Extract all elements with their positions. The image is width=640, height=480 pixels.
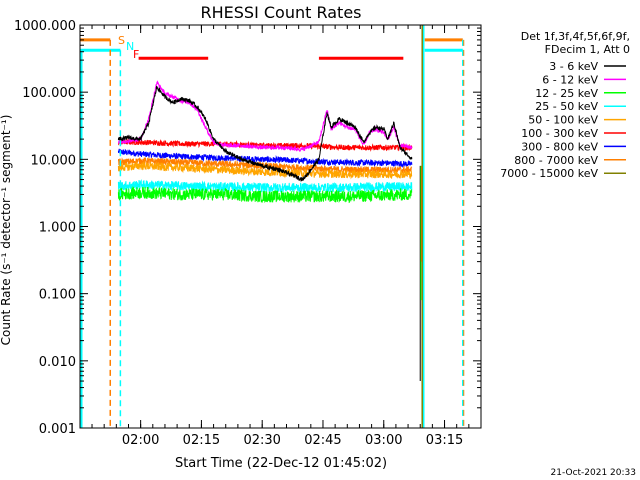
y-tick-label: 10.000 [31,153,77,168]
legend-label: 12 - 25 keV [535,87,598,100]
marker-label: S [118,34,125,47]
x-tick-label: 02:45 [304,433,341,448]
x-tick-label: 02:15 [183,433,220,448]
legend-header: FDecim 1, Att 0 [545,43,630,56]
series-line-0 [117,85,413,182]
series-line-2 [117,186,413,204]
x-tick-label: 02:00 [122,433,159,448]
y-tick-label: 0.010 [39,355,76,370]
y-tick-label: 1000.000 [14,19,76,34]
series-line-1 [117,80,413,152]
legend-label: 50 - 100 keV [528,114,598,127]
x-tick-label: 03:15 [426,433,463,448]
x-tick-label: 03:00 [365,433,402,448]
x-tick-label: 02:30 [243,433,280,448]
data-layer: S NF [79,25,465,428]
legend-label: 25 - 50 keV [535,100,598,113]
y-axis-label: Count Rate (s⁻¹ detector⁻¹ segment⁻¹) [0,115,13,346]
series-line-3 [117,179,413,194]
y-tick-label: 0.100 [39,288,76,303]
legend-label: 100 - 300 keV [521,127,598,140]
legend-label: 7000 - 15000 keV [500,167,598,180]
marker-label: F [133,48,139,61]
x-axis-label: Start Time (22-Dec-12 01:45:02) [175,456,387,471]
legend-label: 6 - 12 keV [542,73,598,86]
y-tick-label: 100.000 [22,86,76,101]
series-line-4 [117,160,413,180]
series-line-6 [117,148,413,168]
axes-layer: 0.001 0.010 0.100 1.000 10.000 100.000 1000.00… [14,19,482,448]
y-tick-label: 1.000 [39,221,76,236]
chart-title: RHESSI Count Rates [201,3,362,22]
legend-label: 3 - 6 keV [549,60,598,73]
legend-label: 300 - 800 keV [521,140,598,153]
y-tick-label: 0.001 [39,422,76,437]
legend-label: 800 - 7000 keV [514,154,598,167]
marker-label: N [126,40,134,53]
legend: Det 1f,3f,4f,5f,6f,9f,FDecim 1, Att 0 3 -… [500,30,630,180]
legend-header: Det 1f,3f,4f,5f,6f,9f, [521,30,630,43]
footer-timestamp: 21-Oct-2021 20:33 [551,468,636,478]
